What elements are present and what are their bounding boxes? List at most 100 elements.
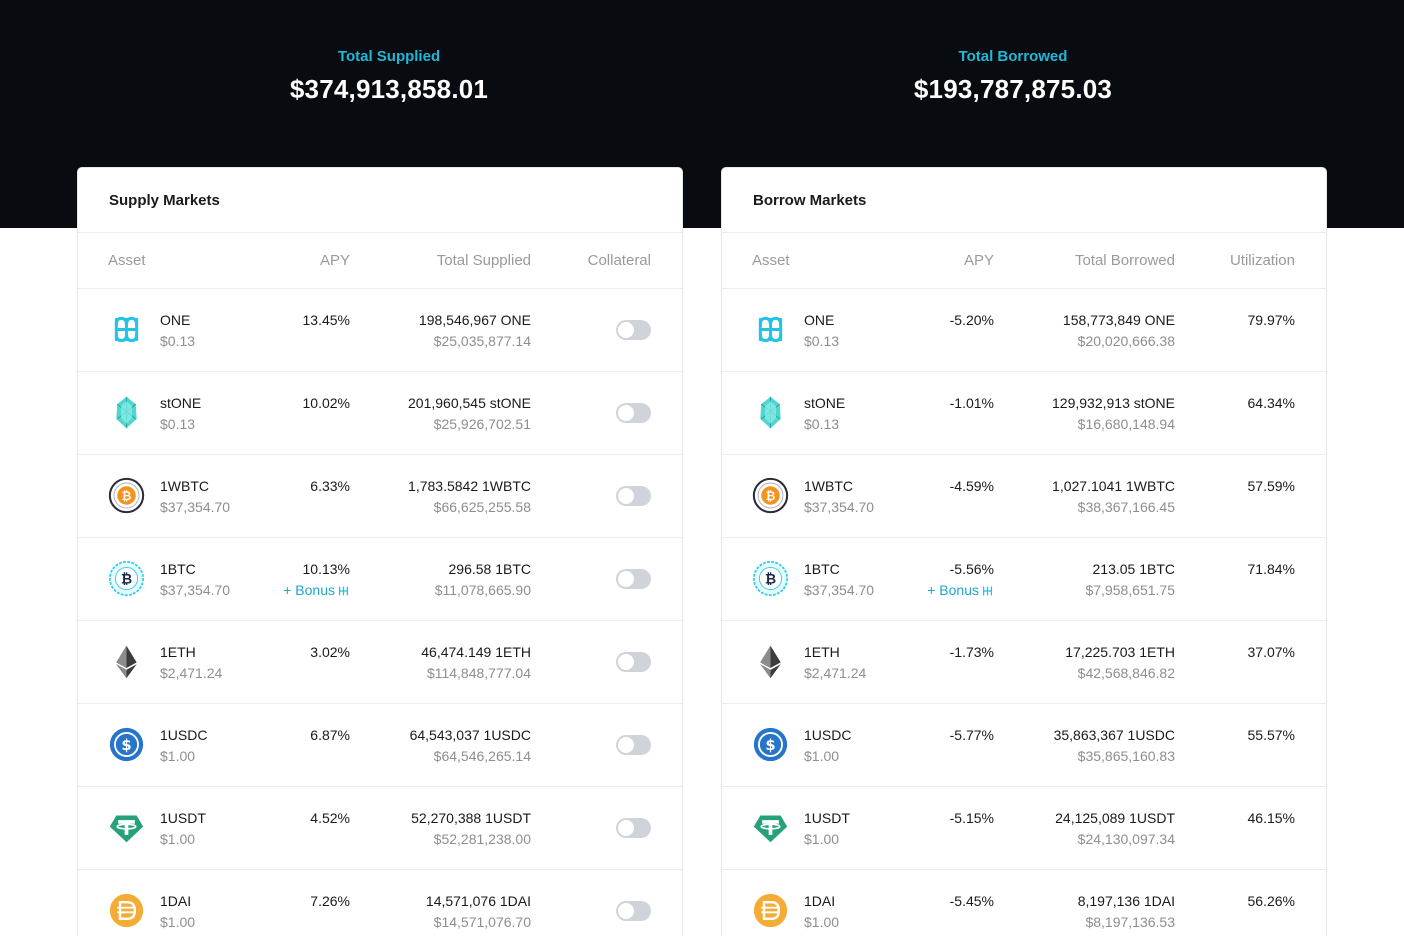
borrow-row-1wbtc[interactable]: ₿ 1WBTC $37,354.70 -4.59% 1,027.1041 1WBTC $3… (722, 455, 1326, 538)
svg-text:₿: ₿ (765, 572, 776, 588)
collateral-toggle[interactable] (616, 486, 651, 506)
bonus-link[interactable]: + Bonus (283, 582, 350, 598)
borrow-row-1usdc[interactable]: $1USDC $1.00 -5.77% 35,863,367 1USDC $35,865… (722, 704, 1326, 787)
apy-value: 10.13% (302, 561, 350, 577)
borrow-row-1eth[interactable]: 1ETH $2,471.24 -1.73% 17,225.703 1ETH $42,56… (722, 621, 1326, 704)
supply-row-1eth[interactable]: 1ETH $2,471.24 3.02% 46,474.149 1ETH $114,84… (78, 621, 682, 704)
asset-price: $1.00 (160, 748, 196, 764)
collateral-toggle[interactable] (616, 403, 651, 423)
asset-price: $1.00 (160, 831, 196, 847)
asset-price: $37,354.70 (160, 499, 231, 515)
supply-row-1usdt[interactable]: 1USDT $1.00 4.52% 52,270,388 1USDT $52,281,2… (78, 787, 682, 870)
total-usd: $14,571,076.70 (433, 914, 531, 930)
asset-name: 1USDC (804, 727, 852, 743)
apy-value: -1.01% (949, 395, 994, 411)
asset-name: ONE (160, 312, 191, 328)
total-borrowed-stat: Total Borrowed $193,787,875.03 (813, 48, 1213, 105)
supply-col-apy: APY (319, 252, 350, 269)
dai-icon (752, 892, 789, 929)
svg-text:$: $ (765, 737, 775, 754)
asset-price: $0.13 (160, 333, 196, 349)
bonus-label: + Bonus (927, 582, 979, 598)
usdt-icon (108, 809, 145, 846)
supply-table-body: ONE $0.13 13.45% 198,546,967 ONE $25,035,877… (78, 289, 682, 936)
borrow-row-one[interactable]: ONE $0.13 -5.20% 158,773,849 ONE $20,020,666… (722, 289, 1326, 372)
asset-name: 1ETH (160, 644, 196, 660)
utilization-value: 71.84% (1247, 561, 1295, 577)
asset-price: $0.13 (160, 416, 196, 432)
supply-col-asset: Asset (108, 252, 146, 269)
bonus-link[interactable]: + Bonus (927, 582, 994, 598)
apy-value: 6.33% (310, 478, 350, 494)
total-amount: 1,027.1041 1WBTC (1052, 478, 1175, 494)
collateral-toggle[interactable] (616, 818, 651, 838)
usdc-icon: $ (108, 726, 145, 763)
collateral-toggle[interactable] (616, 735, 651, 755)
borrow-row-1btc[interactable]: ₿ 1BTC $37,354.70 -5.56% + Bonus 213.05 1BTC $… (722, 538, 1326, 621)
total-usd: $24,130,097.34 (1077, 831, 1175, 847)
asset-name: ONE (804, 312, 835, 328)
collateral-toggle[interactable] (616, 569, 651, 589)
asset-price: $1.00 (804, 914, 840, 930)
total-amount: 52,270,388 1USDT (411, 810, 531, 826)
utilization-value: 37.07% (1247, 644, 1295, 660)
total-amount: 64,543,037 1USDC (409, 727, 531, 743)
utilization-value: 55.57% (1247, 727, 1295, 743)
total-usd: $20,020,666.38 (1077, 333, 1175, 349)
total-amount: 46,474.149 1ETH (421, 644, 531, 660)
utilization-value: 64.34% (1247, 395, 1295, 411)
utilization-value: 46.15% (1247, 810, 1295, 826)
collateral-toggle[interactable] (616, 901, 651, 921)
supply-row-stone[interactable]: stONE $0.13 10.02% 201,960,545 stONE $25,926… (78, 372, 682, 455)
asset-name: stONE (160, 395, 202, 411)
borrow-col-total: Total Borrowed (1074, 252, 1175, 269)
stone-icon (108, 394, 145, 431)
supply-row-1wbtc[interactable]: ₿ 1WBTC $37,354.70 6.33% 1,783.5842 1WBTC $66… (78, 455, 682, 538)
asset-price: $2,471.24 (804, 665, 867, 681)
wbtc-icon: ₿ (752, 477, 789, 514)
asset-price: $37,354.70 (804, 499, 875, 515)
collateral-toggle[interactable] (616, 320, 651, 340)
supply-row-one[interactable]: ONE $0.13 13.45% 198,546,967 ONE $25,035,877… (78, 289, 682, 372)
collateral-toggle[interactable] (616, 652, 651, 672)
asset-price: $2,471.24 (160, 665, 223, 681)
borrow-row-1usdt[interactable]: 1USDT $1.00 -5.15% 24,125,089 1USDT $24,130,… (722, 787, 1326, 870)
apy-value: 3.02% (310, 644, 350, 660)
wbtc-icon: ₿ (108, 477, 145, 514)
supply-col-total: Total Supplied (436, 252, 531, 269)
apy-value: -4.59% (949, 478, 994, 494)
total-usd: $16,680,148.94 (1077, 416, 1175, 432)
supply-row-1usdc[interactable]: $1USDC $1.00 6.87% 64,543,037 1USDC $64,546,… (78, 704, 682, 787)
total-amount: 17,225.703 1ETH (1065, 644, 1175, 660)
asset-name: 1WBTC (160, 478, 209, 494)
total-amount: 198,546,967 ONE (418, 312, 531, 328)
supply-markets-title: Supply Markets (78, 168, 682, 233)
supply-row-1dai[interactable]: 1DAI $1.00 7.26% 14,571,076 1DAI $14,571,076… (78, 870, 682, 936)
total-usd: $25,035,877.14 (433, 333, 531, 349)
supply-markets-panel: Supply Markets Asset APY Total Supplied … (78, 168, 682, 936)
supply-row-1btc[interactable]: ₿ 1BTC $37,354.70 10.13% + Bonus 296.58 1BTC $… (78, 538, 682, 621)
asset-name: 1DAI (160, 893, 192, 909)
total-borrowed-value: $193,787,875.03 (913, 74, 1113, 104)
asset-name: 1BTC (160, 561, 196, 577)
total-usd: $35,865,160.83 (1077, 748, 1175, 764)
apy-value: 4.52% (310, 810, 350, 826)
borrow-table-body: ONE $0.13 -5.20% 158,773,849 ONE $20,020,666… (722, 289, 1326, 936)
total-usd: $8,197,136.53 (1085, 914, 1175, 930)
asset-price: $37,354.70 (804, 582, 875, 598)
total-usd: $38,367,166.45 (1077, 499, 1175, 515)
borrow-row-stone[interactable]: stONE $0.13 -1.01% 129,932,913 stONE $16,680… (722, 372, 1326, 455)
asset-name: 1USDC (160, 727, 208, 743)
asset-name: stONE (804, 395, 846, 411)
borrow-row-1dai[interactable]: 1DAI $1.00 -5.45% 8,197,136 1DAI $8,197,136.… (722, 870, 1326, 936)
apy-value: 7.26% (310, 893, 350, 909)
apy-value: 10.02% (302, 395, 350, 411)
apy-value: 6.87% (310, 727, 350, 743)
utilization-value: 79.97% (1247, 312, 1295, 328)
total-amount: 129,932,913 stONE (1052, 395, 1175, 411)
borrow-markets-title: Borrow Markets (722, 168, 1326, 233)
svg-text:$: $ (121, 737, 131, 754)
total-amount: 1,783.5842 1WBTC (408, 478, 531, 494)
one-icon (979, 582, 994, 598)
total-supplied-stat: Total Supplied $374,913,858.01 (189, 48, 589, 105)
